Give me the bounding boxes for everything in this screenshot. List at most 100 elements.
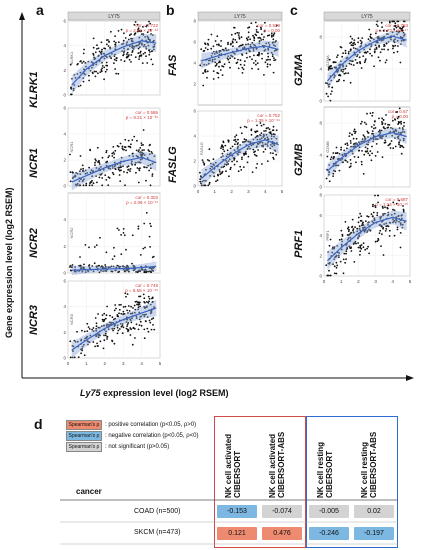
- data-point: [245, 139, 248, 141]
- data-point: [130, 37, 132, 40]
- data-point: [273, 59, 275, 62]
- data-point: [227, 58, 230, 61]
- data-point: [238, 36, 241, 38]
- data-point: [360, 42, 363, 45]
- data-point: [335, 261, 338, 264]
- data-point: [361, 222, 364, 225]
- data-point: [359, 244, 362, 247]
- data-point: [111, 316, 114, 319]
- data-point: [374, 206, 377, 209]
- data-point: [75, 184, 78, 187]
- data-point: [112, 173, 115, 176]
- data-point: [231, 41, 234, 44]
- data-point: [151, 63, 154, 66]
- data-point: [256, 135, 259, 137]
- data-point: [361, 138, 364, 140]
- data-point: [334, 170, 337, 173]
- data-point: [138, 324, 141, 326]
- scatter-points: [325, 194, 406, 277]
- data-point: [376, 36, 379, 39]
- inner-y-label: GZMB: [325, 141, 330, 153]
- data-point: [270, 135, 273, 137]
- y-tick-label: 0: [63, 184, 66, 189]
- data-point: [150, 225, 152, 228]
- data-point: [353, 39, 356, 41]
- data-point: [123, 171, 125, 173]
- data-point: [265, 59, 268, 61]
- x-tick-label: 1: [214, 189, 217, 194]
- panel-letter-a: a: [36, 2, 44, 18]
- data-point: [202, 50, 205, 52]
- data-point: [139, 305, 141, 308]
- x-tick-label: 2: [104, 361, 107, 366]
- data-point: [220, 156, 223, 159]
- data-point: [241, 158, 243, 160]
- data-point: [233, 26, 236, 29]
- data-point: [230, 33, 233, 36]
- data-point: [358, 234, 360, 237]
- data-point: [338, 78, 341, 81]
- data-point: [81, 62, 83, 64]
- data-point: [398, 220, 400, 223]
- data-point: [351, 133, 354, 136]
- data-point: [135, 271, 137, 273]
- data-point: [149, 22, 152, 25]
- data-point: [355, 142, 358, 144]
- data-point: [83, 178, 85, 180]
- data-point: [252, 34, 254, 37]
- data-point: [83, 68, 86, 71]
- data-point: [211, 58, 214, 61]
- data-point: [79, 84, 82, 87]
- data-point: [113, 342, 116, 345]
- data-point: [358, 225, 361, 228]
- data-point: [260, 145, 263, 147]
- data-point: [100, 69, 103, 71]
- x-tick-label: 4: [264, 189, 267, 194]
- data-point: [344, 261, 346, 264]
- facet-strip: [197, 11, 283, 21]
- data-point: [146, 62, 149, 64]
- data-point: [228, 61, 231, 64]
- data-point: [353, 128, 356, 131]
- data-point: [216, 179, 219, 182]
- data-point: [150, 328, 153, 331]
- data-point: [126, 51, 129, 54]
- data-point: [127, 322, 130, 324]
- data-point: [90, 61, 93, 63]
- data-point: [342, 258, 345, 261]
- data-point: [148, 297, 151, 300]
- data-point: [95, 175, 97, 177]
- data-point: [105, 269, 107, 272]
- data-point: [118, 308, 121, 311]
- data-point: [142, 313, 144, 316]
- data-point: [200, 48, 203, 51]
- facet-strip-label: LY75: [234, 14, 246, 20]
- data-point: [263, 36, 265, 38]
- data-point: [222, 148, 224, 151]
- data-point: [351, 60, 354, 63]
- data-point: [396, 111, 399, 113]
- trend-line: [71, 156, 157, 183]
- data-point: [74, 340, 77, 343]
- data-point: [372, 203, 374, 206]
- data-point: [113, 55, 116, 57]
- data-point: [130, 321, 133, 324]
- data-point: [338, 239, 341, 241]
- y-tick-label: 6: [63, 106, 66, 111]
- data-point: [243, 125, 246, 128]
- data-point: [82, 179, 84, 182]
- data-point: [329, 158, 332, 161]
- data-point: [136, 303, 138, 306]
- data-point: [204, 71, 207, 73]
- data-point: [70, 93, 73, 96]
- data-point: [362, 134, 365, 136]
- data-point: [328, 180, 331, 183]
- data-point: [242, 166, 245, 168]
- data-point: [396, 226, 399, 229]
- data-point: [348, 245, 351, 248]
- data-point: [381, 123, 384, 126]
- data-point: [150, 167, 152, 170]
- data-point: [139, 54, 141, 57]
- data-point: [394, 128, 397, 131]
